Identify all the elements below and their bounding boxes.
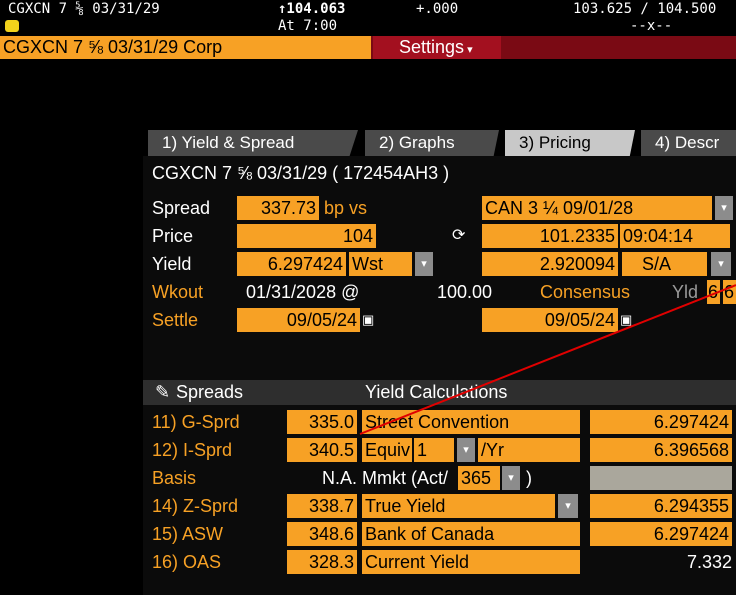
- calc-value: 6.297424: [590, 410, 732, 434]
- spread-value[interactable]: 337.73: [237, 196, 319, 220]
- spreads-header: Spreads: [176, 382, 244, 402]
- panel-title: CGXCN 7 ⅝ 03/31/29 ( 172454AH3 ): [152, 163, 450, 183]
- tab-active[interactable]: 3) Pricing: [505, 130, 635, 156]
- spread-label: 14) Z-Sprd: [152, 496, 239, 516]
- calc-value: 7.332: [686, 552, 732, 572]
- tab[interactable]: 1) Yield & Spread: [148, 130, 358, 156]
- workout-date: 01/31/2028 @: [246, 282, 360, 302]
- dropdown[interactable]: ▾: [558, 494, 578, 518]
- label: Wkout: [152, 282, 204, 302]
- consensus: Consensus: [540, 282, 631, 302]
- change: +.000: [416, 1, 459, 17]
- dropdown-arrow: ▾: [464, 44, 473, 56]
- tab[interactable]: 2) Graphs: [365, 130, 499, 156]
- label: Settle: [152, 310, 199, 330]
- refresh-icon[interactable]: ⟳: [452, 227, 466, 244]
- settings-button[interactable]: Settings ▾: [373, 36, 501, 59]
- yield-value[interactable]: 6.297424: [237, 252, 346, 276]
- label: Yield: [152, 254, 192, 274]
- tab[interactable]: 4) Descr: [641, 130, 736, 156]
- dropdown[interactable]: ▾: [715, 196, 733, 220]
- dropdown[interactable]: ▾: [415, 252, 433, 276]
- price-value[interactable]: 104: [237, 224, 376, 248]
- spread-value[interactable]: 335.0: [287, 410, 357, 434]
- consensus-box[interactable]: 6: [707, 280, 720, 304]
- label: Price: [152, 226, 194, 246]
- dropdown[interactable]: ▾: [711, 252, 731, 276]
- spread-label: 15) ASW: [152, 524, 224, 544]
- spread-label: 12) I-Sprd: [152, 440, 233, 460]
- unit: bp vs: [324, 198, 368, 218]
- workout-price: 100.00: [437, 282, 493, 302]
- calc-option[interactable]: 1: [414, 438, 454, 462]
- calendar-icon[interactable]: ▣: [620, 312, 633, 327]
- spread-value[interactable]: 348.6: [287, 522, 357, 546]
- calc-value: 6.396568: [590, 438, 732, 462]
- calendar-icon[interactable]: ▣: [362, 312, 375, 327]
- calc-suffix: ): [526, 468, 532, 488]
- size: --x--: [630, 18, 673, 34]
- spread-value[interactable]: 328.3: [287, 550, 357, 574]
- consensus-box[interactable]: 6: [723, 280, 736, 304]
- spread-label: Basis: [152, 468, 197, 488]
- dropdown[interactable]: ▾: [457, 438, 475, 462]
- calc-value: 6.294355: [590, 494, 732, 518]
- bench-price[interactable]: 101.2335: [482, 224, 618, 248]
- spread-value[interactable]: 340.5: [287, 438, 357, 462]
- calc-label: Bank of Canada: [362, 522, 580, 546]
- spread-label: 11) G-Sprd: [152, 412, 240, 432]
- label: Spread: [152, 198, 211, 218]
- ticker: CGXCN 7 ⅝ 03/31/29 Corp: [0, 36, 371, 59]
- frequency[interactable]: S/A: [622, 252, 707, 276]
- settings-label: Settings: [399, 37, 465, 57]
- calc-label: Mmkt (Act/: [362, 468, 448, 488]
- spread-value[interactable]: 338.7: [287, 494, 357, 518]
- security: CGXCN 7 ⅝ 03/31/29: [8, 1, 160, 17]
- time: At 7:00: [278, 18, 338, 34]
- status-icon: [5, 20, 19, 32]
- calc-value: 6.297424: [590, 522, 732, 546]
- bench-time: 09:04:14: [620, 224, 730, 248]
- calc-label: Equiv: [362, 438, 412, 462]
- calc-label: Street Convention: [362, 410, 580, 434]
- settle-date[interactable]: 09/05/24: [237, 308, 360, 332]
- calc-option[interactable]: 365: [458, 466, 500, 490]
- last-price: ↑104.063: [278, 1, 346, 17]
- pencil-icon: ✎: [155, 382, 171, 402]
- yield-type[interactable]: Wst: [349, 252, 412, 276]
- spread-value: N.A.: [321, 468, 357, 488]
- bid-ask: 103.625 / 104.500: [573, 1, 717, 17]
- yld: Yld: [672, 282, 699, 302]
- bench-settle[interactable]: 09/05/24: [482, 308, 618, 332]
- calc-suffix: /Yr: [478, 438, 580, 462]
- calc-value-empty: [590, 466, 732, 490]
- spread-label: 16) OAS: [152, 552, 222, 572]
- benchmark[interactable]: CAN 3 ¼ 09/01/28: [482, 196, 712, 220]
- yield-calc-header: Yield Calculations: [365, 382, 508, 402]
- calc-label: True Yield: [362, 494, 555, 518]
- calc-label: Current Yield: [362, 550, 580, 574]
- dropdown[interactable]: ▾: [502, 466, 520, 490]
- bench-yield[interactable]: 2.920094: [482, 252, 618, 276]
